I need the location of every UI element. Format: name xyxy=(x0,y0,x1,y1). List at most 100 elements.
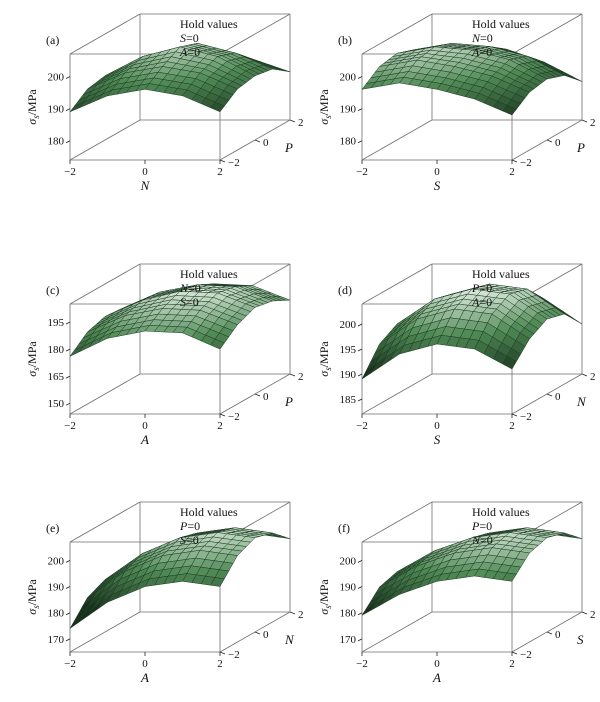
z-tick-label: 190 xyxy=(48,104,65,116)
response-surface xyxy=(69,43,291,113)
y-tick-label: 0 xyxy=(555,137,561,149)
z-tick-mark xyxy=(65,76,71,79)
z-tick-label: 190 xyxy=(340,582,357,594)
y-tick-label: −2 xyxy=(228,157,240,169)
response-surface xyxy=(361,527,583,616)
y-tick-mark xyxy=(511,651,518,655)
y-tick-label: 2 xyxy=(298,609,304,621)
z-tick-mark xyxy=(357,398,363,402)
y-tick-mark xyxy=(546,393,553,397)
z-tick-mark xyxy=(357,348,363,352)
z-tick-mark xyxy=(65,612,71,616)
z-tick-mark xyxy=(65,108,71,111)
y-axis-label: N xyxy=(576,394,587,409)
panel-label: (e) xyxy=(46,521,59,535)
z-tick-label: 180 xyxy=(48,608,65,620)
hold-value: N=0 xyxy=(471,31,493,45)
panel-label: (c) xyxy=(46,283,59,297)
z-tick-mark xyxy=(65,586,71,589)
z-tick-mark xyxy=(357,140,363,144)
bounding-box xyxy=(361,13,583,161)
x-axis-label: S xyxy=(434,178,441,193)
x-tick-label: 2 xyxy=(509,166,515,178)
y-tick-label: −2 xyxy=(520,411,532,423)
z-tick-mark xyxy=(65,402,71,406)
response-surface xyxy=(69,283,291,357)
y-tick-label: −2 xyxy=(520,157,532,169)
z-tick-label: 200 xyxy=(48,555,65,567)
response-surface xyxy=(361,283,583,380)
z-tick-label: 190 xyxy=(340,104,357,116)
y-tick-label: −2 xyxy=(520,649,532,661)
x-tick-label: −2 xyxy=(356,166,368,178)
z-tick-mark xyxy=(65,559,71,563)
z-tick-label: 180 xyxy=(340,608,357,620)
z-axis-label: σs/MPa xyxy=(25,579,41,615)
z-tick-label: 180 xyxy=(48,136,65,148)
x-tick-label: −2 xyxy=(64,420,76,432)
z-axis-label: σs/MPa xyxy=(317,89,333,125)
hold-value: P=0 xyxy=(471,281,492,295)
z-tick-label: 200 xyxy=(48,71,65,83)
z-tick-label: 200 xyxy=(340,555,357,567)
hold-value: S=0 xyxy=(180,295,199,309)
x-axis-label: A xyxy=(432,670,441,685)
hold-value: S=0 xyxy=(180,533,199,547)
x-tick-label: 0 xyxy=(434,420,440,432)
hold-value: A=0 xyxy=(471,45,492,59)
panel-label: (b) xyxy=(338,33,352,47)
z-axis-label: σs/MPa xyxy=(317,341,333,377)
z-tick-label: 195 xyxy=(48,317,65,329)
hold-value: A=0 xyxy=(471,295,492,309)
y-tick-label: −2 xyxy=(228,411,240,423)
z-tick-mark xyxy=(357,612,363,616)
y-tick-mark xyxy=(219,413,226,417)
panel-label: (f) xyxy=(338,521,350,535)
z-tick-mark xyxy=(65,321,71,325)
y-tick-mark xyxy=(219,651,226,655)
x-tick-label: 2 xyxy=(217,166,223,178)
hold-values-title: Hold values xyxy=(472,267,530,281)
hold-value: A=0 xyxy=(179,45,200,59)
z-tick-mark xyxy=(65,140,71,144)
z-tick-mark xyxy=(357,638,363,642)
x-tick-label: 2 xyxy=(217,420,223,432)
y-axis-label: P xyxy=(284,140,293,155)
y-tick-mark xyxy=(289,373,296,377)
y-tick-mark xyxy=(581,373,588,377)
x-tick-label: −2 xyxy=(64,166,76,178)
z-tick-mark xyxy=(357,108,363,111)
hold-values-title: Hold values xyxy=(180,505,238,519)
z-tick-mark xyxy=(65,375,71,379)
x-axis-label: S xyxy=(434,432,441,447)
y-tick-mark xyxy=(581,119,588,123)
y-tick-label: −2 xyxy=(228,649,240,661)
x-tick-label: 2 xyxy=(509,658,515,670)
x-tick-label: 0 xyxy=(434,166,440,178)
y-tick-mark xyxy=(546,631,553,635)
hold-value: P=0 xyxy=(179,519,200,533)
z-tick-mark xyxy=(357,559,363,563)
z-tick-label: 150 xyxy=(48,398,65,410)
z-tick-label: 195 xyxy=(340,344,357,356)
y-tick-label: 0 xyxy=(263,629,269,641)
z-tick-mark xyxy=(357,76,363,79)
z-tick-label: 200 xyxy=(340,71,357,83)
y-tick-mark xyxy=(219,159,226,163)
x-tick-label: 0 xyxy=(434,658,440,670)
x-tick-label: −2 xyxy=(64,658,76,670)
response-surface xyxy=(361,43,583,116)
y-tick-label: 0 xyxy=(555,629,561,641)
x-tick-label: −2 xyxy=(356,420,368,432)
x-axis-label: A xyxy=(140,670,149,685)
y-tick-label: 0 xyxy=(555,391,561,403)
y-tick-mark xyxy=(511,159,518,163)
z-tick-mark xyxy=(65,348,71,352)
x-tick-label: −2 xyxy=(356,658,368,670)
